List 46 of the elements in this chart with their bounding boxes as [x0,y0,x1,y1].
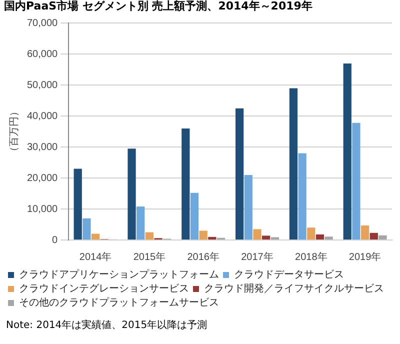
x-tick-label: 2014年 [79,250,112,263]
legend-label: クラウドデータサービス [234,270,344,281]
bar [253,229,262,240]
y-tick-label: 20,000 [26,172,58,184]
x-tick-label: 2017年 [241,250,274,263]
chart-title: 国内PaaS市場 セグメント別 売上額予測、2014年～2019年 [4,0,312,12]
bar [244,174,252,240]
bar [182,128,190,240]
y-tick-label: 50,000 [26,80,58,91]
bar [289,88,298,240]
bar [352,122,360,240]
bar [190,192,199,240]
bar [136,206,145,240]
x-tick-label: 2018年 [295,250,328,263]
bar [298,153,306,240]
text: Note: 2014年は実績値、2015年以降は予測 [6,318,208,332]
bar [74,168,82,240]
bar [236,108,244,240]
bar [208,236,216,240]
bar [370,232,378,240]
legend-label: クラウドアプリケーションプラットフォーム [19,268,219,281]
bar [262,236,270,240]
bar [343,63,352,240]
y-tick-label: 10,000 [26,204,58,215]
y-tick-label: 0 [52,234,58,246]
legend-label: クラウド開発／ライフサイクルサービス [204,284,384,295]
bar [316,234,324,240]
bar [128,148,136,240]
x-tick-label: 2015年 [133,250,166,263]
y-tick-label: 60,000 [26,48,58,60]
bar [360,225,370,240]
bar [145,232,154,240]
y-tick-label: 40,000 [26,110,58,122]
y-axis-title: （百万円） [8,106,20,157]
y-tick-label: 70,000 [26,18,58,29]
y-tick-label: 30,000 [26,142,58,153]
bar [82,218,91,240]
legend-label: その他のクラウドプラットフォームサービス [19,296,219,309]
x-tick-label: 2019年 [348,250,382,263]
legend-label: クラウドインテグレーションサービス [19,284,189,295]
bar [307,228,316,240]
bar [324,236,333,240]
bar [378,235,387,240]
x-tick-label: 2016年 [187,250,220,263]
bar [199,230,208,240]
bar [91,234,100,240]
